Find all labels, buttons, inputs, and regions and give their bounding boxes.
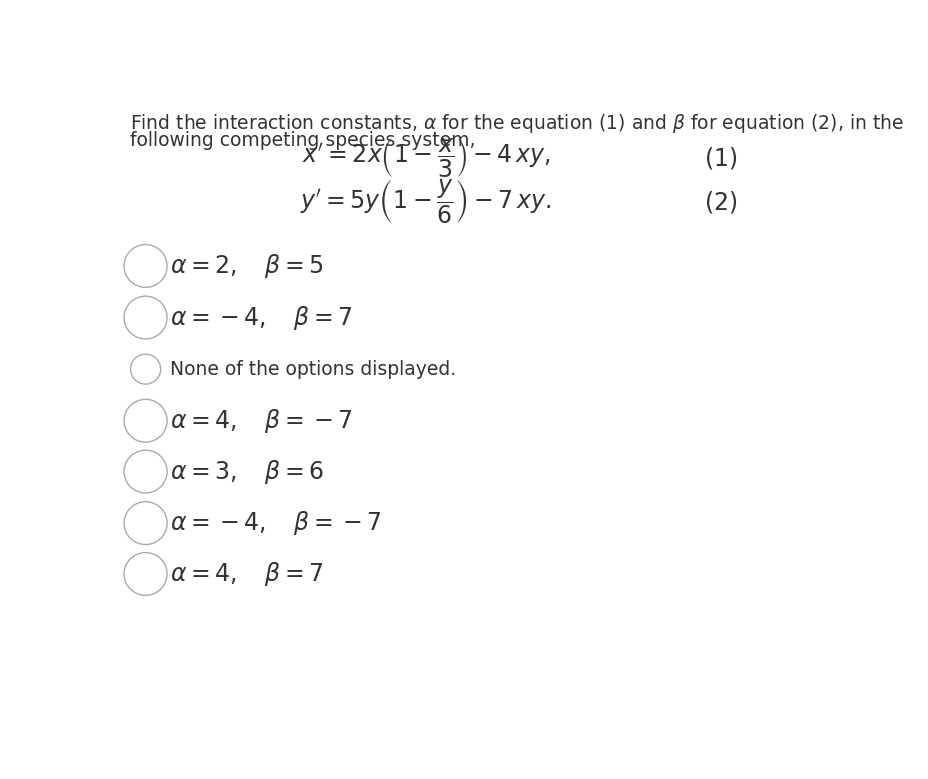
Text: $(2)$: $(2)$ xyxy=(703,189,737,215)
Text: $\alpha = -4, \quad \beta = -7$: $\alpha = -4, \quad \beta = -7$ xyxy=(170,509,381,538)
Text: Find the interaction constants, $\alpha$ for the equation (1) and $\beta$ for eq: Find the interaction constants, $\alpha$… xyxy=(130,112,903,135)
Text: None of the options displayed.: None of the options displayed. xyxy=(170,360,456,379)
Text: $x' = 2x\left(1 - \dfrac{x}{3}\right) - 4\,xy,$: $x' = 2x\left(1 - \dfrac{x}{3}\right) - … xyxy=(302,136,550,180)
Text: $\alpha = 4, \quad \beta = -7$: $\alpha = 4, \quad \beta = -7$ xyxy=(170,407,353,435)
Text: following competing species system,: following competing species system, xyxy=(130,131,475,150)
Text: $\alpha = 2, \quad \beta = 5$: $\alpha = 2, \quad \beta = 5$ xyxy=(170,252,324,280)
Text: $\alpha = -4, \quad \beta = 7$: $\alpha = -4, \quad \beta = 7$ xyxy=(170,304,353,332)
Text: $\alpha = 3, \quad \beta = 6$: $\alpha = 3, \quad \beta = 6$ xyxy=(170,457,324,485)
Text: $(1)$: $(1)$ xyxy=(703,145,737,171)
Text: $y' = 5y\left(1 - \dfrac{y}{6}\right) - 7\,xy.$: $y' = 5y\left(1 - \dfrac{y}{6}\right) - … xyxy=(300,178,551,226)
Text: $\alpha = 4, \quad \beta = 7$: $\alpha = 4, \quad \beta = 7$ xyxy=(170,560,324,588)
